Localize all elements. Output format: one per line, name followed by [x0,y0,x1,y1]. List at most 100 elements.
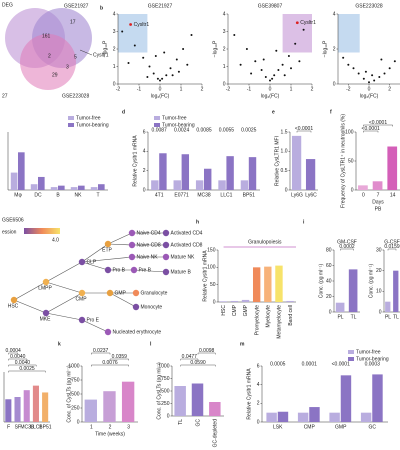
y-tick-label: 150 [207,247,216,253]
point [283,74,286,77]
y-tick-label: 6 [257,363,260,369]
bracket [363,130,379,133]
y-axis-label: Frequency of CysLTR1⁺ in neutrophils (%) [340,114,346,208]
p-value: 0.0159 [384,244,400,250]
bracket [197,352,216,355]
x-tick-label: 1 [180,86,183,92]
y-tick-label: 0 [113,81,116,87]
edge [81,256,133,263]
point [357,72,360,75]
bar [248,157,257,190]
point [190,34,193,36]
bar [78,185,85,190]
x-tick-label: 0 [362,192,365,198]
venn-count: 29 [52,72,58,78]
panel-label: i [303,219,305,225]
bar [181,154,190,190]
edge [45,281,83,294]
bar [159,153,167,190]
y-axis-label: −log₁₀P [212,40,218,57]
bar [50,187,58,190]
bracket [91,364,129,367]
x-tick-label: Ly6G [291,192,303,198]
point [298,60,301,63]
x-tick-label: B [56,192,60,198]
bar [297,412,309,422]
x-tick-label: MC38 [20,424,34,430]
x-tick-label: Mφ [14,192,22,198]
y-tick-label: 750 [71,377,80,383]
node-label: Activated CD4 [171,230,203,236]
point [380,58,383,61]
point [169,67,172,70]
bar [275,265,283,302]
point [277,69,280,71]
p-value: 0.0055 [219,127,235,133]
y-tick-label: 10 [376,289,382,295]
y-tick-label: 4 [143,149,146,155]
node-label: Mature NK [171,254,196,260]
bar [241,299,250,302]
x-tick-label: HSC [221,305,227,316]
node-label: Pro B [113,267,126,273]
x-axis-label: log₂(FC) [151,93,170,99]
node [128,253,136,261]
node [162,241,170,249]
node [132,303,140,311]
x-tick-label: TL [351,314,357,320]
group-label: PB [375,206,382,212]
point [347,63,350,66]
chart-title: GM-CSF [337,239,357,245]
bar [90,187,98,190]
y-tick-label: 1.5 [281,129,288,135]
edge [107,232,133,245]
y-axis-label: Relative Cysltr1 mRNA [132,135,138,187]
bar [348,269,358,312]
lineage-diagram: HSC LMPP CLP ETP Naive CD4 Naive CD8 Naive NK A… [8,229,203,335]
significance-region [118,14,148,53]
bracket [340,248,354,251]
x-tick-label: E0771 [174,192,189,198]
y-tick-label: 4 [113,11,116,17]
edge [133,269,167,273]
edge [45,312,83,321]
y-tick-label: 750 [161,376,170,382]
x-tick-label: GC [195,419,201,427]
legend-swatch [348,350,354,354]
x-tick-label: PL [385,314,391,320]
x-tick-label: 2 [201,86,204,92]
panel-label: h [196,219,199,225]
y-axis-label: Relative Cysltr1 mRNA [246,368,252,420]
node-label: Pre B [139,267,152,273]
highlight-point [129,23,133,26]
x-tick-label: Promyelocyte [254,305,260,336]
node-label: HSC [8,303,19,309]
bar [191,383,204,416]
x-axis-label: log₂(FC) [261,93,280,99]
point [186,63,189,66]
venn-set [20,34,76,90]
x-axis-label: Time (weeks) [95,431,125,437]
bar [360,412,372,422]
panel-label: l [150,341,152,347]
node [10,296,18,304]
edge [81,243,109,263]
x-tick-label: Band cell [288,305,294,326]
y-tick-label: 0 [379,309,382,315]
x-tick-label: BP51 [39,424,51,430]
panel-label: e [272,109,275,115]
venn-set-label: GSE21927 [64,3,89,9]
y-tick-label: 500 [161,388,170,394]
y-axis-label: Conc. (pg ml⁻¹) [368,264,374,299]
bar [385,301,391,312]
x-tick-label: GC-depleted [213,419,219,448]
y-tick-label: 6 [143,129,146,135]
y-tick-label: 250 [71,405,80,411]
node [130,266,138,274]
x-tick-label: DC [34,192,42,198]
chart-title: GSE39807 [258,3,283,9]
point [364,70,367,73]
bar [387,146,398,190]
y-tick-label: 0.5 [281,168,288,174]
